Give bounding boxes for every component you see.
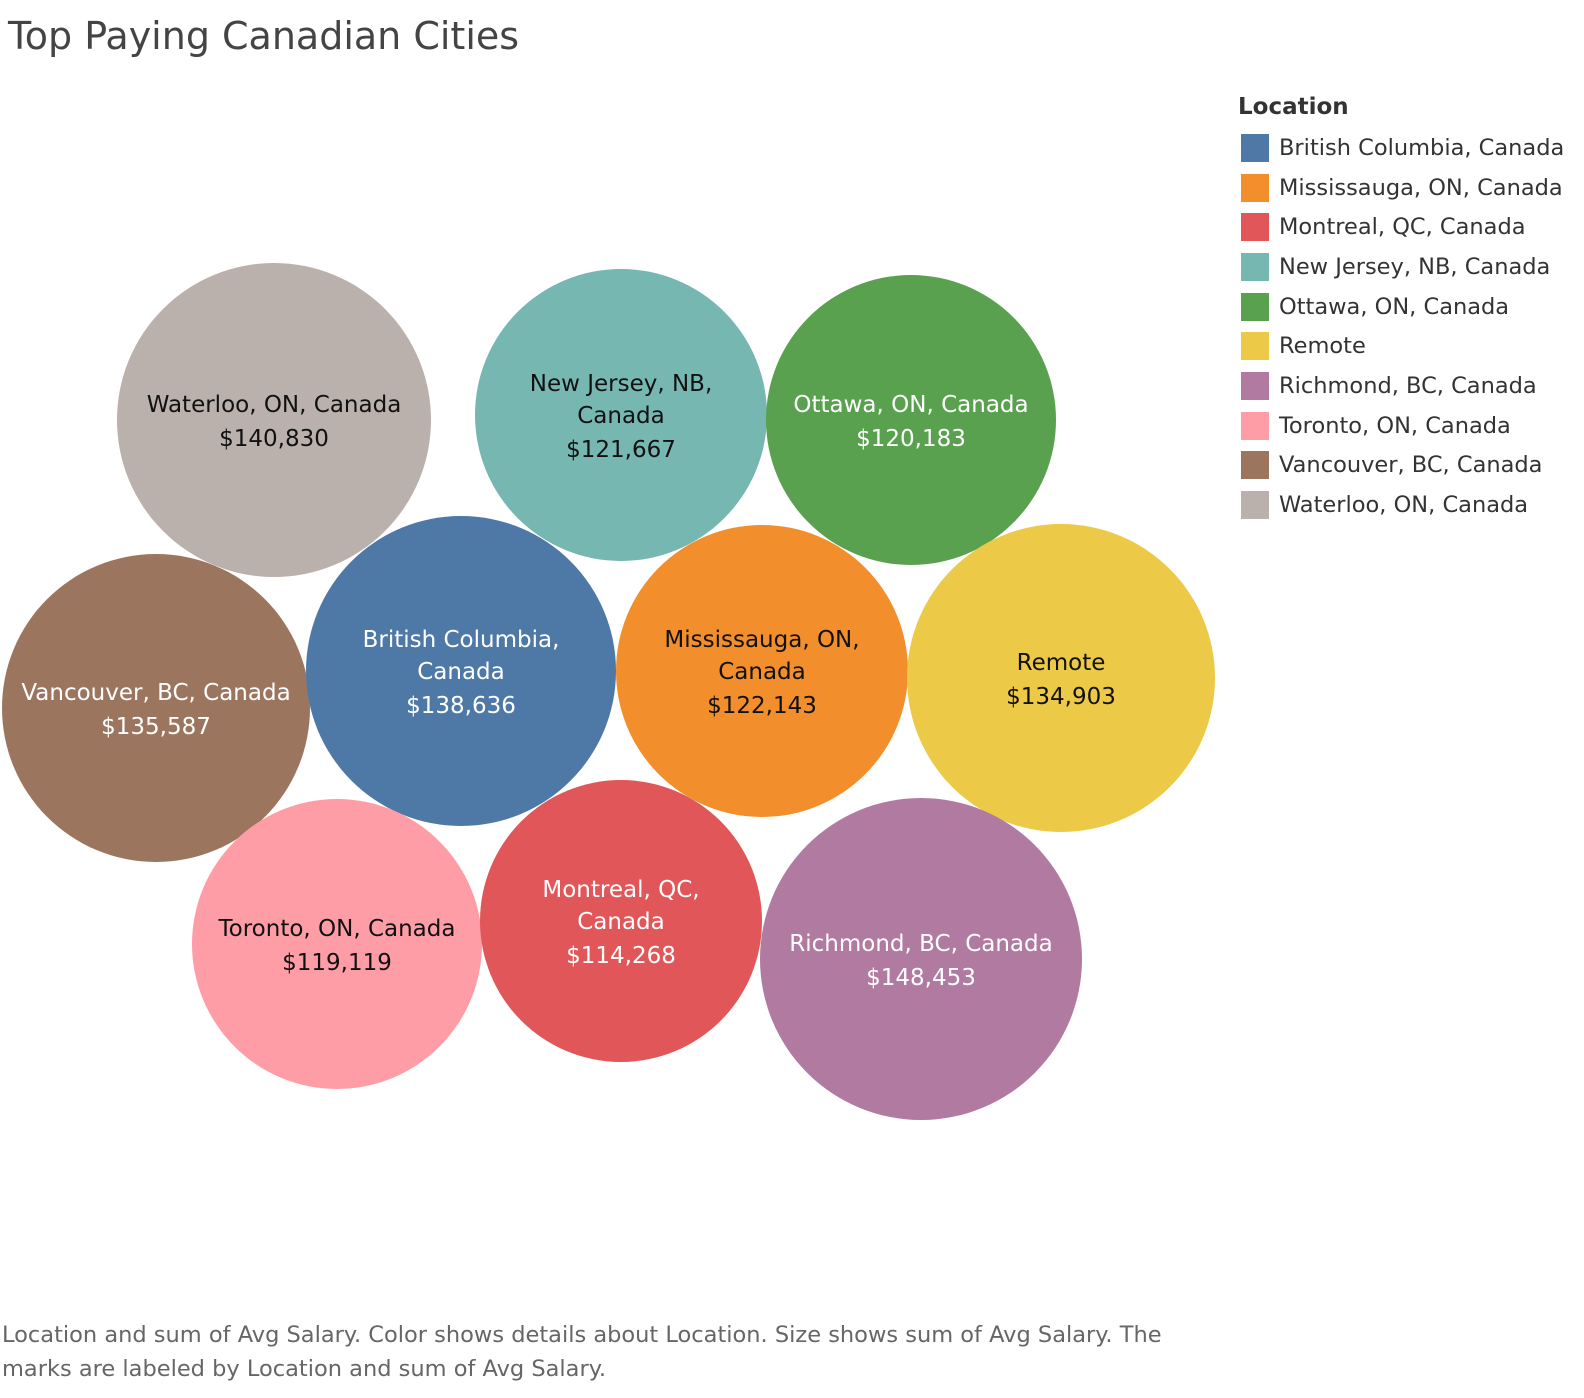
- bubble-value-label: $138,636: [406, 693, 516, 719]
- bubble-value-label: $148,453: [866, 965, 976, 991]
- legend-swatch: [1241, 173, 1269, 202]
- bubble-circle[interactable]: [117, 263, 431, 577]
- legend-title: Location: [1238, 94, 1349, 120]
- bubble-circle[interactable]: [760, 798, 1082, 1120]
- bubble-mark[interactable]: Richmond, BC, Canada $148,453: [760, 798, 1082, 1120]
- legend-label: Vancouver, BC, Canada: [1279, 452, 1543, 479]
- bubble-mark[interactable]: Montreal, QC, Canada $114,268: [480, 780, 762, 1062]
- bubble-circle[interactable]: [192, 799, 482, 1089]
- bubble-circle[interactable]: [480, 780, 762, 1062]
- bubble-label: Canada: [417, 659, 505, 685]
- legend-label: Ottawa, ON, Canada: [1279, 293, 1510, 320]
- legend-swatch: [1241, 213, 1269, 242]
- legend-items: British Columbia, Canada Mississauga, ON,…: [1238, 128, 1564, 525]
- bubble-label: Remote: [1017, 650, 1106, 676]
- legend-item[interactable]: British Columbia, Canada: [1238, 128, 1564, 168]
- legend-item[interactable]: Toronto, ON, Canada: [1238, 406, 1564, 446]
- legend-swatch: [1241, 133, 1269, 162]
- bubble-value-label: $134,903: [1006, 684, 1116, 710]
- chart-title: Top Paying Canadian Cities: [8, 14, 520, 58]
- bubble-label: Canada: [577, 403, 665, 429]
- legend-label: Richmond, BC, Canada: [1279, 372, 1537, 399]
- legend-swatch: [1241, 252, 1269, 281]
- legend-item[interactable]: Waterloo, ON, Canada: [1238, 485, 1564, 525]
- legend-label: Waterloo, ON, Canada: [1279, 492, 1529, 519]
- bubble-value-label: $121,667: [566, 437, 676, 463]
- legend-label: Montreal, QC, Canada: [1279, 214, 1526, 241]
- bubble-circle[interactable]: [2, 554, 310, 862]
- legend-swatch: [1241, 451, 1269, 480]
- bubble-mark[interactable]: Vancouver, BC, Canada $135,587: [2, 554, 310, 862]
- legend-item[interactable]: Mississauga, ON, Canada: [1238, 168, 1564, 208]
- bubble-label: Montreal, QC,: [542, 877, 699, 903]
- bubble-mark[interactable]: Toronto, ON, Canada $119,119: [192, 799, 482, 1089]
- legend-item[interactable]: Remote: [1238, 326, 1564, 366]
- legend-item[interactable]: Montreal, QC, Canada: [1238, 207, 1564, 247]
- bubble-mark[interactable]: Waterloo, ON, Canada $140,830: [117, 263, 431, 577]
- bubble-label: Waterloo, ON, Canada: [147, 392, 402, 418]
- bubble-value-label: $140,830: [219, 426, 329, 452]
- legend-label: Mississauga, ON, Canada: [1279, 174, 1563, 201]
- legend-swatch: [1241, 371, 1269, 400]
- bubble-value-label: $119,119: [282, 950, 392, 976]
- bubble-label: Ottawa, ON, Canada: [793, 392, 1028, 418]
- bubble-mark[interactable]: Mississauga, ON, Canada $122,143: [616, 525, 908, 817]
- bubble-label: Canada: [577, 909, 665, 935]
- legend-item[interactable]: Vancouver, BC, Canada: [1238, 446, 1564, 486]
- legend-swatch: [1241, 411, 1269, 440]
- chart-caption: Location and sum of Avg Salary. Color sh…: [2, 1322, 1162, 1382]
- bubble-label: New Jersey, NB,: [530, 371, 713, 397]
- bubble-label: Vancouver, BC, Canada: [21, 680, 290, 706]
- bubble-label: Toronto, ON, Canada: [218, 916, 456, 942]
- legend-item[interactable]: New Jersey, NB, Canada: [1238, 247, 1564, 287]
- bubble-label: Richmond, BC, Canada: [789, 931, 1052, 957]
- legend-item[interactable]: Ottawa, ON, Canada: [1238, 287, 1564, 327]
- bubble-chart: Waterloo, ON, Canada $140,830 New Jersey, …: [2, 263, 1215, 1120]
- legend-label: Toronto, ON, Canada: [1279, 412, 1511, 439]
- legend-label: British Columbia, Canada: [1279, 134, 1565, 161]
- bubble-value-label: $120,183: [856, 426, 966, 452]
- bubble-label: Canada: [718, 659, 806, 685]
- bubble-value-label: $114,268: [566, 943, 676, 969]
- legend-swatch: [1241, 491, 1269, 520]
- legend-swatch: [1241, 332, 1269, 361]
- bubble-value-label: $122,143: [707, 693, 817, 719]
- bubble-mark[interactable]: Remote $134,903: [907, 524, 1215, 832]
- legend: Location British Columbia, Canada Mississ…: [1238, 92, 1564, 525]
- bubble-value-label: $135,587: [101, 714, 211, 740]
- bubble-label: British Columbia,: [363, 627, 560, 653]
- legend-swatch: [1241, 292, 1269, 321]
- legend-label: New Jersey, NB, Canada: [1279, 253, 1551, 280]
- bubble-circle[interactable]: [907, 524, 1215, 832]
- bubble-mark[interactable]: New Jersey, NB, Canada $121,667: [475, 269, 767, 561]
- legend-item[interactable]: Richmond, BC, Canada: [1238, 366, 1564, 406]
- bubble-mark[interactable]: Ottawa, ON, Canada $120,183: [766, 275, 1056, 565]
- legend-label: Remote: [1279, 333, 1366, 360]
- bubble-circle[interactable]: [616, 525, 908, 817]
- bubble-circle[interactable]: [306, 516, 616, 826]
- bubble-circle[interactable]: [766, 275, 1056, 565]
- bubble-mark[interactable]: British Columbia, Canada $138,636: [306, 516, 616, 826]
- bubble-label: Mississauga, ON,: [664, 627, 859, 653]
- bubble-circle[interactable]: [475, 269, 767, 561]
